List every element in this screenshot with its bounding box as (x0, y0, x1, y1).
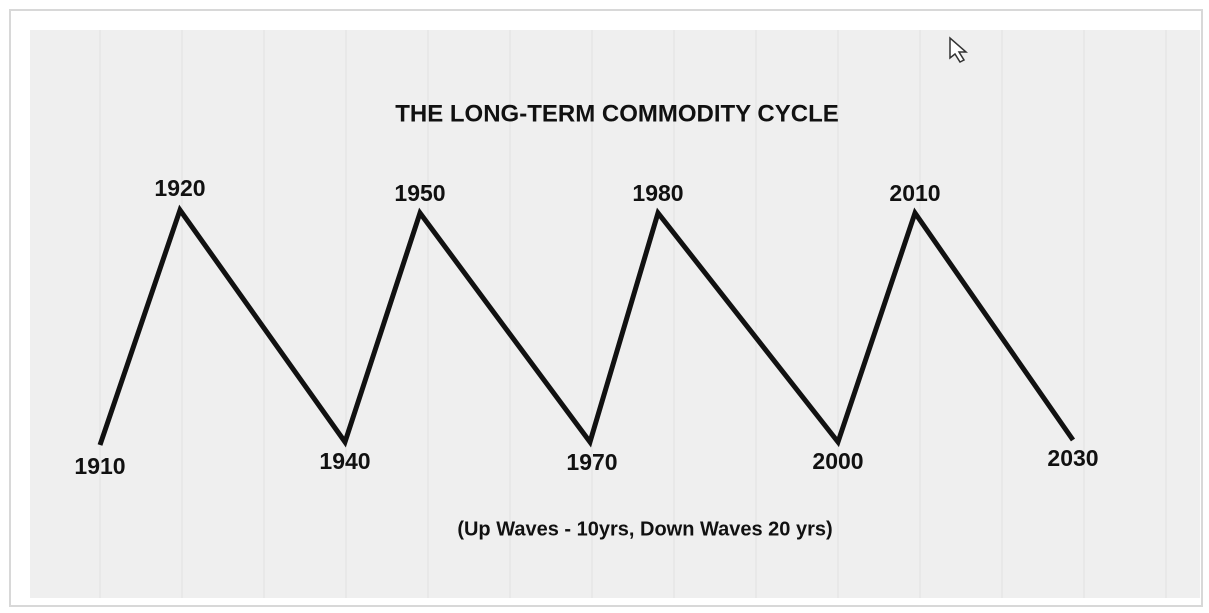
year-label: 2000 (812, 448, 863, 474)
panel (30, 30, 1200, 598)
year-label: 1920 (154, 175, 205, 201)
grid (99, 30, 1167, 598)
cycle-line (97, 204, 1076, 448)
year-label: 2030 (1047, 445, 1098, 471)
year-label: 1950 (394, 180, 445, 206)
frame-border (9, 9, 1203, 607)
year-label: 1970 (566, 449, 617, 475)
year-label: 1980 (632, 180, 683, 206)
year-label: 2010 (889, 180, 940, 206)
note: (Up Waves - 10yrs, Down Waves 20 yrs) (457, 518, 832, 540)
cursor (949, 36, 968, 63)
title: THE LONG-TERM COMMODITY CYCLE (395, 100, 839, 127)
year-label: 1940 (319, 448, 370, 474)
year-label: 1910 (74, 453, 125, 479)
